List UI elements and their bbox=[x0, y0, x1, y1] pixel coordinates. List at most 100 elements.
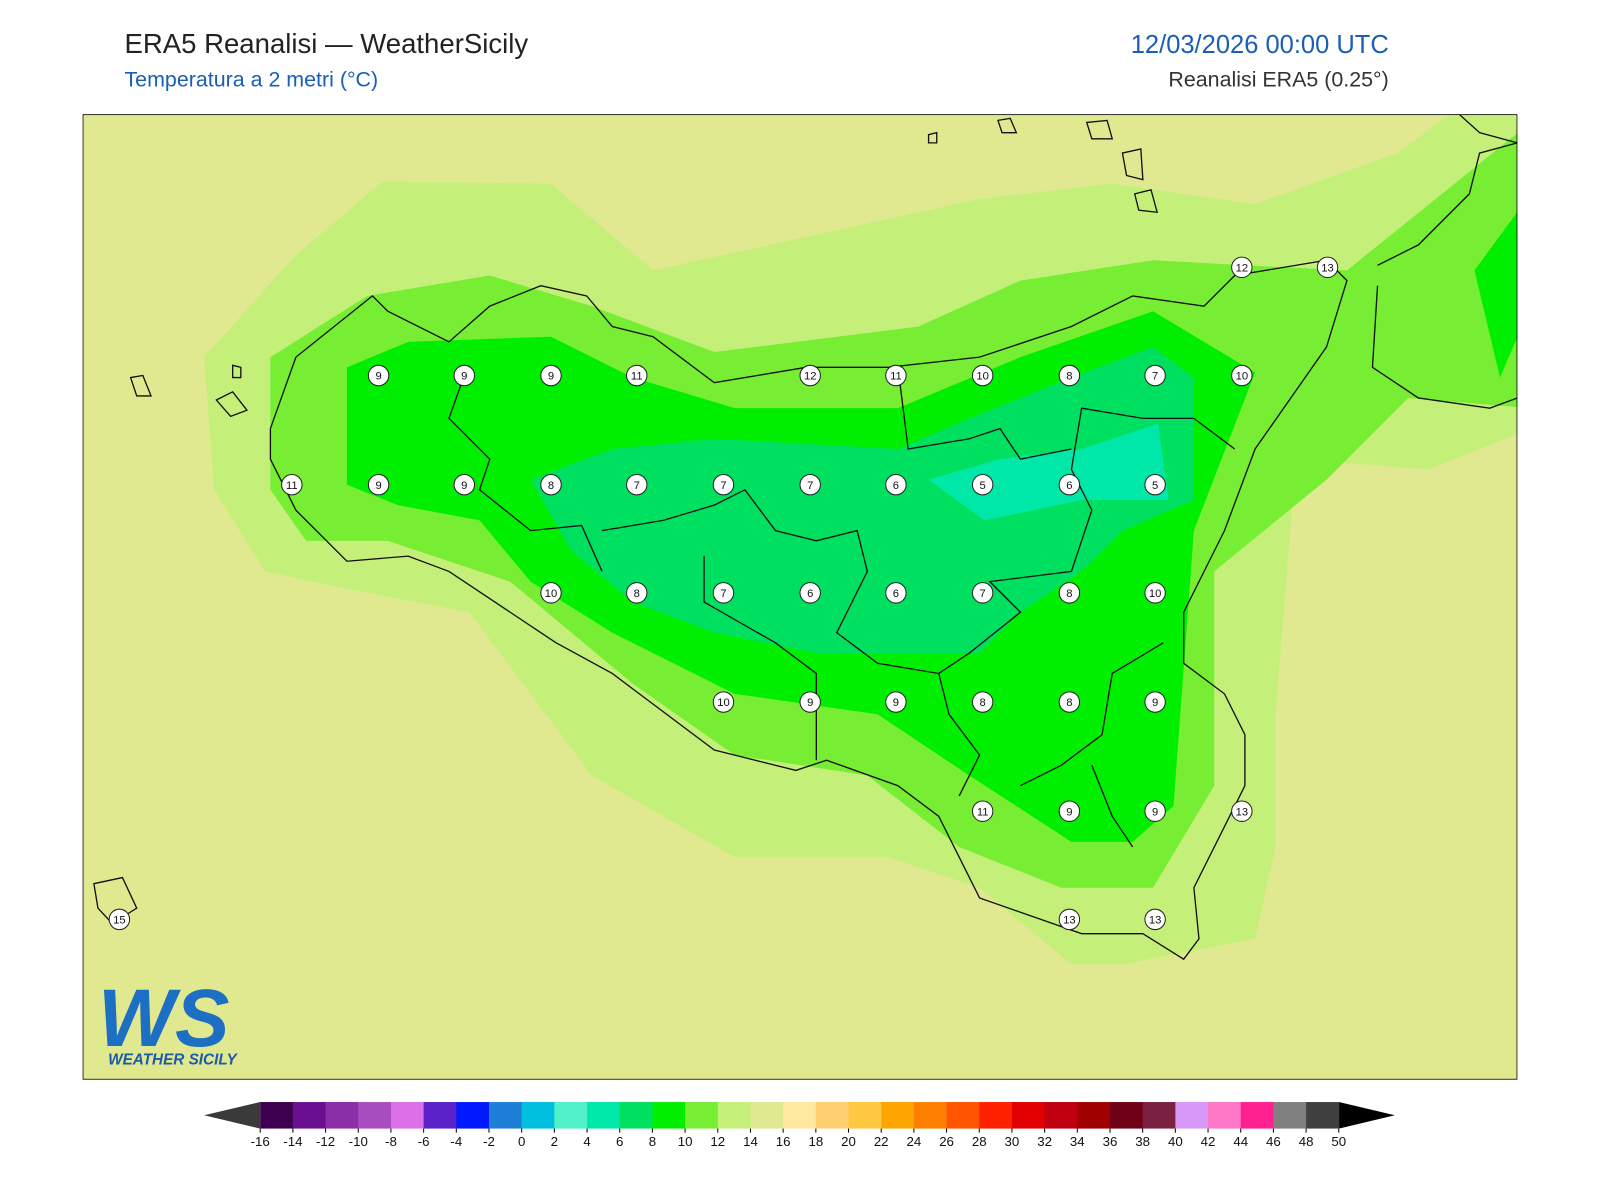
colorbar-label: 28 bbox=[972, 1134, 987, 1149]
colorbar-box bbox=[292, 1102, 327, 1129]
station-value: 12 bbox=[1236, 262, 1248, 274]
station-marker bbox=[1231, 800, 1253, 822]
station-marker bbox=[799, 582, 821, 604]
colorbar-label: 30 bbox=[1005, 1134, 1020, 1149]
colorbar-box bbox=[1273, 1102, 1307, 1129]
station-marker bbox=[712, 582, 735, 604]
coastline bbox=[231, 364, 242, 379]
coastline bbox=[1091, 765, 1134, 848]
colorbar-label: 4 bbox=[583, 1134, 590, 1149]
station-value: 6 bbox=[1066, 480, 1072, 492]
map: 9 9 9 11 12 11 10 8 7 10 11 9 9 8 7 7 7 6 5 6 5 10 8 7 6 6 7 8 10 10 9… bbox=[82, 114, 1518, 1080]
station-value: 11 bbox=[890, 371, 902, 383]
colorbar-box bbox=[521, 1102, 555, 1129]
colorbar-label: -6 bbox=[418, 1134, 430, 1149]
station-marker bbox=[1058, 800, 1081, 822]
coastline bbox=[897, 367, 1072, 460]
station-value: 8 bbox=[1066, 697, 1072, 709]
station-value: 9 bbox=[548, 371, 554, 383]
station-marker bbox=[712, 691, 735, 713]
station-marker bbox=[1144, 473, 1166, 496]
coastline bbox=[1121, 148, 1144, 181]
station-value: 8 bbox=[548, 480, 554, 492]
station-marker bbox=[1316, 256, 1339, 279]
station-marker bbox=[712, 473, 735, 496]
coastline bbox=[938, 673, 981, 797]
station-value: 13 bbox=[1149, 914, 1161, 926]
colorbar-label: 14 bbox=[743, 1134, 758, 1149]
station-marker bbox=[453, 473, 475, 496]
station-marker bbox=[1144, 582, 1166, 604]
station-value: 12 bbox=[804, 371, 816, 383]
logo-text: WEATHER SICILY bbox=[108, 1051, 238, 1068]
date: 12/03/2026 00:00 UTC bbox=[1131, 31, 1389, 59]
station-value: 7 bbox=[720, 588, 726, 600]
station-value: 5 bbox=[980, 480, 986, 492]
colorbar-label: 22 bbox=[874, 1134, 889, 1149]
station-value: 8 bbox=[1066, 588, 1072, 600]
station-marker bbox=[1058, 582, 1081, 604]
colorbar-box bbox=[815, 1102, 850, 1129]
station-value: 9 bbox=[375, 480, 381, 492]
coastline bbox=[1133, 188, 1159, 214]
colorbar-box bbox=[1044, 1102, 1078, 1129]
colorbar-box bbox=[913, 1102, 948, 1129]
colorbar-label: 40 bbox=[1168, 1134, 1183, 1149]
coastline bbox=[215, 391, 249, 418]
source: Reanalisi ERA5 (0.25°) bbox=[1168, 68, 1388, 92]
colorbar-box bbox=[1077, 1102, 1111, 1129]
subtitle: Temperatura a 2 metri (°C) bbox=[124, 68, 378, 92]
colorbar-label: 42 bbox=[1201, 1134, 1216, 1149]
station-marker bbox=[1058, 691, 1081, 713]
station-value: 10 bbox=[976, 371, 988, 383]
colorbar-box bbox=[1109, 1102, 1144, 1129]
station-marker bbox=[799, 473, 821, 496]
station-marker bbox=[626, 364, 648, 387]
station-marker bbox=[1231, 364, 1253, 387]
station-marker bbox=[971, 364, 994, 387]
colorbar-label: 16 bbox=[776, 1134, 791, 1149]
contour-fill bbox=[928, 423, 1169, 521]
coastline bbox=[1020, 642, 1164, 787]
colorbar-box bbox=[1011, 1102, 1046, 1129]
station-value: 13 bbox=[1063, 914, 1075, 926]
station-value: 7 bbox=[634, 480, 640, 492]
colorbar-label: 0 bbox=[518, 1134, 525, 1149]
station-marker bbox=[885, 364, 907, 387]
station-marker bbox=[971, 473, 994, 496]
colorbar-box bbox=[783, 1102, 817, 1129]
colorbar-box bbox=[979, 1102, 1013, 1129]
colorbar-label: 26 bbox=[939, 1134, 954, 1149]
station-value: 7 bbox=[807, 480, 813, 492]
coastline bbox=[1085, 119, 1114, 140]
coastline bbox=[1377, 142, 1518, 266]
colorbar-box bbox=[619, 1102, 653, 1129]
station-marker bbox=[971, 691, 994, 713]
station-value: 7 bbox=[720, 480, 726, 492]
colorbar-box bbox=[1175, 1102, 1209, 1129]
station-value: 5 bbox=[1152, 480, 1158, 492]
colorbar-label: 10 bbox=[678, 1134, 693, 1149]
colorbar-label: 18 bbox=[808, 1134, 823, 1149]
station-marker bbox=[971, 582, 994, 604]
station-marker bbox=[1231, 256, 1253, 279]
station-value: 9 bbox=[807, 697, 813, 709]
station-marker bbox=[885, 473, 907, 496]
coastline bbox=[997, 117, 1018, 134]
colorbar-label: 50 bbox=[1331, 1134, 1346, 1149]
colorbar-label: 12 bbox=[710, 1134, 725, 1149]
colorbar-box bbox=[456, 1102, 490, 1129]
colorbar-label: -10 bbox=[349, 1134, 368, 1149]
colorbar-box bbox=[1142, 1102, 1176, 1129]
colorbar-box bbox=[260, 1102, 294, 1129]
coastline bbox=[1371, 285, 1518, 409]
coastline bbox=[129, 374, 153, 397]
colorbar-box bbox=[423, 1102, 457, 1129]
logo-mark: WS bbox=[98, 973, 230, 1064]
station-marker bbox=[1144, 364, 1166, 387]
colorbar-label: 38 bbox=[1135, 1134, 1150, 1149]
station-marker bbox=[626, 582, 648, 604]
colorbar-label: 36 bbox=[1103, 1134, 1118, 1149]
contour-fill bbox=[1474, 211, 1518, 378]
